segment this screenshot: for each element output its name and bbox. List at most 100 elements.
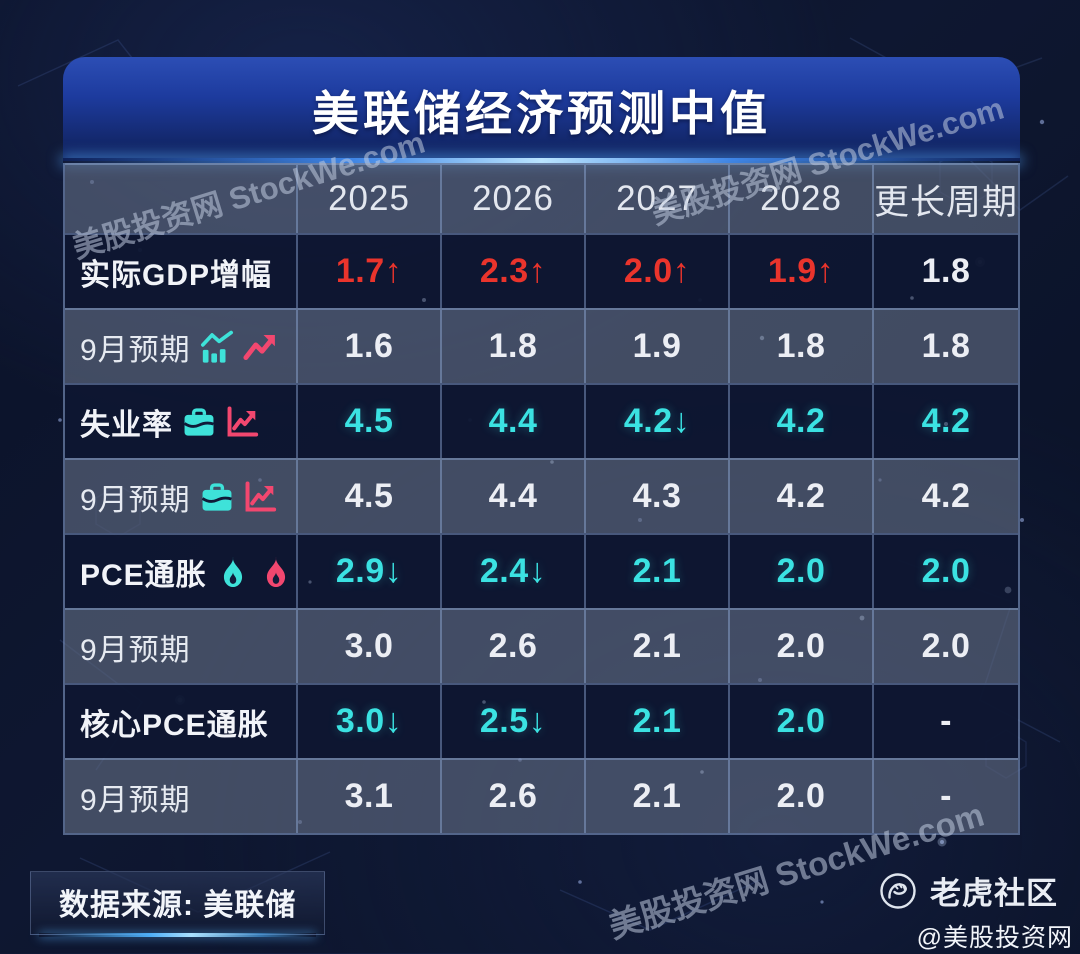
value-cell: 4.5 (298, 385, 442, 458)
value-cell: 2.3↑ (442, 235, 586, 308)
value-cell: 2.0 (730, 535, 874, 608)
row-label: PCE通胀 (80, 558, 207, 592)
row-label-cell: PCE通胀 (65, 535, 298, 608)
cell-value: 1.8 (776, 327, 826, 365)
projections-table: 2025 2026 2027 2028 更长周期实际GDP增幅 1.7↑ 2.3↑ 2.0↑ 1… (63, 163, 1020, 835)
value-cell: 2.9↓ (298, 535, 442, 608)
value-cell: 1.6 (298, 310, 442, 383)
value-cell: 2.1 (586, 760, 730, 833)
flame-icon (259, 555, 293, 589)
cell-value: 1.9↑ (767, 252, 835, 290)
cell-value: 1.7↑ (335, 252, 403, 290)
cell-value: 2.3↑ (479, 252, 547, 290)
table-row: 9月预期 4.5 4.4 4.3 4.2 4.2 (65, 458, 1018, 533)
cell-value: 2.4↓ (479, 552, 547, 590)
value-cell: 4.2 (730, 460, 874, 533)
cell-value: - (940, 777, 952, 815)
row-label-cell: 核心PCE通胀 (65, 685, 298, 758)
value-cell: 1.8 (442, 310, 586, 383)
value-cell: 4.2 (874, 460, 1018, 533)
brand-badge: 老虎社区 (878, 868, 1058, 913)
flame-icon (216, 555, 250, 589)
value-cell: 3.1 (298, 760, 442, 833)
cell-value: 2.1 (632, 777, 682, 815)
value-cell: 2.5↓ (442, 685, 586, 758)
value-cell: 4.4 (442, 385, 586, 458)
cell-value: 2.6 (488, 627, 538, 665)
value-cell: 2.1 (586, 685, 730, 758)
cell-value: 2.6 (488, 777, 538, 815)
cell-value: 4.5 (344, 477, 394, 515)
value-cell: 3.0↓ (298, 685, 442, 758)
value-cell: 1.9 (586, 310, 730, 383)
cell-value: 2.0↑ (623, 252, 691, 290)
value-cell: - (874, 685, 1018, 758)
row-label-cell: 9月预期 (65, 310, 298, 383)
value-cell: 2.1 (586, 610, 730, 683)
cell-value: 4.2 (776, 402, 826, 440)
cell-value: 3.1 (344, 777, 394, 815)
value-cell: 2.0↑ (586, 235, 730, 308)
table-row: 9月预期 3.1 2.6 2.1 2.0 - (65, 758, 1018, 833)
line-chart-icon (243, 480, 277, 514)
cell-value: 4.4 (488, 402, 538, 440)
cell-value: 1.9 (632, 327, 682, 365)
value-cell: 4.5 (298, 460, 442, 533)
column-header: 2027 (586, 165, 730, 233)
trend-up-arrow-icon (243, 330, 277, 364)
cell-value: 1.8 (921, 252, 971, 290)
briefcase-icon (182, 405, 216, 439)
cell-value: 4.2 (776, 477, 826, 515)
cell-value: 4.2 (921, 477, 971, 515)
value-cell: 2.4↓ (442, 535, 586, 608)
value-cell: 1.8 (874, 310, 1018, 383)
column-header: 更长周期 (874, 182, 1018, 222)
column-header: 2026 (442, 165, 586, 233)
row-label: 9月预期 (80, 783, 191, 817)
cell-value: - (940, 702, 952, 740)
value-cell: 2.1 (586, 535, 730, 608)
cell-value: 4.2↓ (623, 402, 691, 440)
value-cell: 4.2↓ (586, 385, 730, 458)
cell-value: 2.0 (776, 627, 826, 665)
table-row: 核心PCE通胀 3.0↓ 2.5↓ 2.1 2.0 - (65, 683, 1018, 758)
column-header: 2025 (298, 165, 442, 233)
social-handle: @美股投资网 (916, 924, 1073, 952)
table-row: 失业率 4.5 4.4 4.2↓ 4.2 4.2 (65, 383, 1018, 458)
bar-chart-trend-icon (200, 330, 234, 364)
cell-value: 2.0 (776, 777, 826, 815)
table-row: 9月预期 1.6 1.8 1.9 1.8 1.8 (65, 308, 1018, 383)
cell-value: 4.2 (921, 402, 971, 440)
cell-value: 2.1 (632, 702, 682, 740)
value-cell: 2.6 (442, 760, 586, 833)
row-label: 实际GDP增幅 (80, 258, 273, 292)
cell-value: 3.0↓ (335, 702, 403, 740)
cell-value: 1.8 (921, 327, 971, 365)
table-row: 实际GDP增幅 1.7↑ 2.3↑ 2.0↑ 1.9↑ 1.8 (65, 233, 1018, 308)
row-label-cell: 失业率 (65, 385, 298, 458)
title-banner: 美联储经济预测中值 (63, 57, 1020, 163)
cell-value: 2.9↓ (335, 552, 403, 590)
row-label: 失业率 (80, 408, 173, 442)
brand-name: 老虎社区 (930, 876, 1058, 911)
data-source-text: 数据来源: 美联储 (59, 889, 297, 922)
cell-value: 2.0 (921, 627, 971, 665)
row-label: 9月预期 (80, 333, 191, 367)
cell-value: 2.5↓ (479, 702, 547, 740)
value-cell: 1.7↑ (298, 235, 442, 308)
row-label-cell: 9月预期 (65, 610, 298, 683)
header-corner-cell (65, 165, 298, 233)
value-cell: 4.2 (730, 385, 874, 458)
column-header: 2028 (730, 165, 874, 233)
value-cell: 1.8 (874, 235, 1018, 308)
value-cell: 2.6 (442, 610, 586, 683)
line-chart-icon (225, 405, 259, 439)
value-cell: - (874, 760, 1018, 833)
page-title: 美联储经济预测中值 (312, 86, 771, 140)
table-row: PCE通胀 2.9↓ 2.4↓ 2.1 2.0 2.0 (65, 533, 1018, 608)
table-row: 9月预期 3.0 2.6 2.1 2.0 2.0 (65, 608, 1018, 683)
row-label-cell: 9月预期 (65, 760, 298, 833)
value-cell: 3.0 (298, 610, 442, 683)
briefcase-icon (200, 480, 234, 514)
row-label: 核心PCE通胀 (80, 708, 269, 742)
